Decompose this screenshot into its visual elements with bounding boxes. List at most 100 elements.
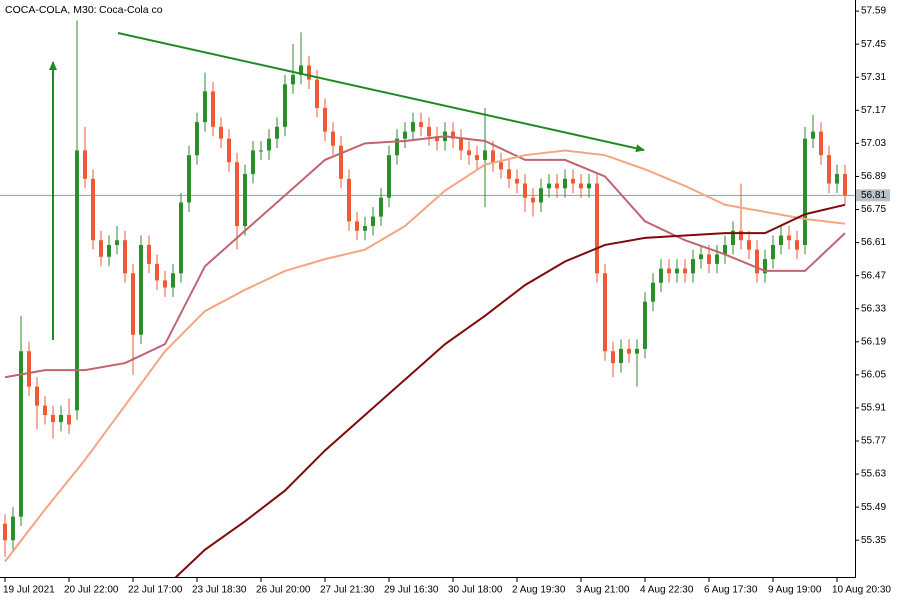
x-tick-label: 4 Aug 22:30: [640, 585, 694, 596]
candle-body: [579, 183, 583, 189]
candle-body: [35, 386, 39, 406]
x-tick-label: 23 Jul 18:30: [192, 585, 247, 596]
candle-body: [227, 138, 231, 163]
candle-body: [379, 197, 383, 217]
candle-body: [171, 273, 175, 288]
candle-body: [3, 523, 7, 541]
last-price-box: [856, 189, 890, 202]
candle-body: [459, 138, 463, 151]
candle-body: [267, 138, 271, 151]
candle-body: [835, 174, 839, 184]
candle-body: [315, 79, 319, 108]
candle-body: [371, 216, 375, 227]
candle-body: [323, 107, 327, 132]
candle-body: [819, 131, 823, 156]
plot-area: [3, 20, 847, 578]
y-tick-label: 55.49: [861, 502, 886, 513]
candle-body: [571, 178, 575, 184]
candle-body: [627, 348, 631, 354]
candle-body: [475, 155, 479, 160]
candle-body: [123, 240, 127, 274]
candle-body: [811, 131, 815, 139]
candle-body: [251, 150, 255, 175]
candle-body: [355, 221, 359, 231]
candle-body: [275, 126, 279, 139]
x-tick-label: 22 Jul 17:00: [128, 585, 183, 596]
candle-body: [347, 178, 351, 222]
candle-body: [675, 268, 679, 274]
candle-body: [115, 240, 119, 245]
candle-body: [235, 162, 239, 227]
candle-body: [595, 183, 599, 274]
candle-body: [387, 155, 391, 198]
candle-body: [539, 188, 543, 203]
candle-body: [11, 516, 15, 541]
candle-body: [331, 131, 335, 146]
candle-body: [763, 259, 767, 274]
candle-body: [523, 183, 527, 198]
candle-body: [363, 226, 367, 231]
candle-body: [467, 150, 471, 156]
y-tick-label: 57.17: [861, 105, 886, 116]
candle-body: [83, 150, 87, 179]
candle-body: [395, 138, 399, 156]
candle-body: [59, 415, 63, 423]
y-tick-label: 56.47: [861, 270, 886, 281]
y-tick-label: 57.45: [861, 39, 886, 50]
candle-body: [635, 348, 639, 354]
candle-body: [795, 240, 799, 250]
candle-body: [427, 126, 431, 137]
candle-body: [659, 268, 663, 283]
trend-line-drawing: [117, 32, 645, 153]
candle-body: [339, 145, 343, 179]
y-tick-label: 57.03: [861, 138, 886, 149]
candle-body: [411, 122, 415, 132]
y-tick-label: 57.59: [861, 6, 886, 17]
candle-body: [43, 405, 47, 416]
candle-body: [259, 150, 263, 152]
y-tick-label: 56.33: [861, 303, 886, 314]
candle-body: [403, 131, 407, 139]
moving-average-line: [4, 135, 846, 379]
x-tick-label: 3 Aug 21:00: [576, 585, 630, 596]
candle-body: [723, 244, 727, 255]
x-tick-label: 10 Aug 20:30: [832, 585, 891, 596]
candle-body: [707, 254, 711, 264]
y-tick-label: 56.61: [861, 237, 886, 248]
candle-body: [531, 197, 535, 203]
candle-body: [307, 65, 311, 80]
y-tick-label: 57.31: [861, 72, 886, 83]
candle-body: [19, 351, 23, 517]
candle-body: [243, 174, 247, 227]
x-tick-label: 27 Jul 21:30: [320, 585, 375, 596]
candle-body: [131, 273, 135, 335]
candle-body: [603, 273, 607, 352]
candle-body: [555, 183, 559, 189]
candle-body: [683, 268, 687, 274]
y-tick-label: 55.35: [861, 535, 886, 546]
candle-body: [667, 268, 671, 274]
candle-body: [731, 230, 735, 245]
candle-body: [99, 240, 103, 257]
y-tick-label: 56.05: [861, 370, 886, 381]
y-tick-label: 55.63: [861, 469, 886, 480]
candle-body: [515, 178, 519, 184]
candle-body: [619, 348, 623, 364]
candle-body: [587, 183, 591, 189]
candle-body: [491, 150, 495, 163]
candle-body: [187, 155, 191, 203]
x-tick-label: 9 Aug 19:00: [768, 585, 822, 596]
candle-body: [139, 244, 143, 335]
candle-body: [163, 280, 167, 288]
candle-body: [651, 282, 655, 302]
candle-body: [611, 351, 615, 364]
candle-body: [547, 183, 551, 189]
y-tick-label: 56.75: [861, 204, 886, 215]
candle-body: [195, 122, 199, 156]
candle-body: [299, 65, 303, 75]
last-price-label: 56.81: [861, 190, 886, 201]
chart-subtitle: Coca-Cola co: [99, 4, 163, 16]
candle-body: [75, 150, 79, 411]
